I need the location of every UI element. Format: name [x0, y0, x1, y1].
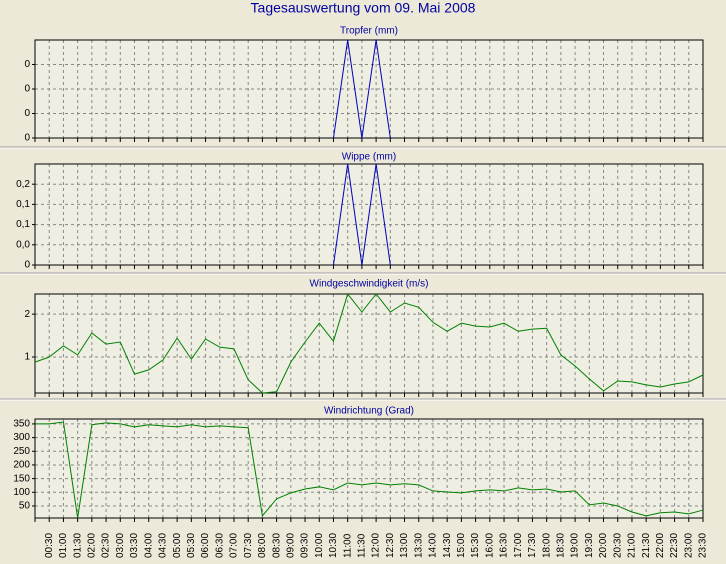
- x-tick-label: 03:00: [115, 533, 126, 558]
- x-tick-label: 06:00: [200, 533, 211, 558]
- plot-border: [34, 39, 704, 139]
- x-tick-label: 11:00: [342, 533, 353, 558]
- x-tick-label: 01:00: [58, 533, 69, 558]
- y-tick-label: 100: [13, 487, 30, 498]
- plot-area: [35, 419, 703, 518]
- y-tick-label: 150: [13, 473, 30, 484]
- x-tick-label: 02:30: [101, 533, 112, 558]
- y-tick-label: 0: [24, 260, 30, 271]
- x-tick-label: 14:00: [428, 533, 439, 558]
- chart-title: Tagesauswertung vom 09. Mai 2008: [251, 0, 476, 16]
- x-tick-label: 19:30: [584, 533, 595, 558]
- x-tick-label: 15:00: [456, 533, 467, 558]
- y-tick-label: 0,2: [16, 179, 30, 190]
- x-tick-label: 20:30: [612, 533, 623, 558]
- y-tick-label: 250: [13, 446, 30, 457]
- plot-border: [34, 163, 704, 266]
- y-tick-label: 0: [24, 108, 30, 119]
- x-tick-label: 23:00: [683, 533, 694, 558]
- x-tick-label: 10:00: [314, 533, 325, 558]
- plot-border: [34, 293, 704, 394]
- y-tick-label: 0: [24, 59, 30, 70]
- x-tick-label: 01:30: [72, 533, 83, 558]
- x-tick-label: 06:30: [214, 533, 225, 558]
- series-line: [34, 292, 704, 394]
- x-tick-label: 23:30: [698, 533, 709, 558]
- x-tick-label: 12:00: [371, 533, 382, 558]
- y-tick-label: 2: [24, 309, 30, 320]
- series-line: [332, 163, 391, 266]
- series-line: [332, 39, 391, 139]
- y-tick-label: 0,1: [16, 219, 30, 230]
- y-tick-label: 350: [13, 419, 30, 430]
- x-tick-label: 18:30: [556, 533, 567, 558]
- x-tick-label: 00:30: [44, 533, 55, 558]
- x-tick-label: 09:00: [285, 533, 296, 558]
- x-tick-label: 04:00: [143, 533, 154, 558]
- y-tick-label: 0,1: [16, 199, 30, 210]
- x-tick-label: 16:30: [499, 533, 510, 558]
- x-tick-label: 03:30: [129, 533, 140, 558]
- y-tick-label: 50: [19, 501, 31, 512]
- x-tick-label: 20:00: [598, 533, 609, 558]
- x-tick-label: 22:30: [669, 533, 680, 558]
- plot-area: [35, 294, 703, 393]
- x-tick-label: 13:00: [399, 533, 410, 558]
- panel-title: Wippe (mm): [342, 152, 396, 163]
- x-tick-label: 07:30: [243, 533, 254, 558]
- panel-title: Windgeschwindigkeit (m/s): [310, 279, 429, 290]
- x-tick-label: 22:00: [655, 533, 666, 558]
- y-tick-label: 0,0: [16, 239, 30, 250]
- x-tick-label: 10:30: [328, 533, 339, 558]
- x-tick-label: 08:30: [271, 533, 282, 558]
- x-tick-label: 08:00: [257, 533, 268, 558]
- series-line: [35, 421, 704, 519]
- x-tick-label: 11:30: [357, 533, 368, 558]
- x-tick-label: 21:00: [627, 533, 638, 558]
- y-tick-label: 0: [24, 84, 30, 95]
- x-tick-label: 15:30: [470, 533, 481, 558]
- y-tick-label: 1: [24, 352, 30, 363]
- x-tick-label: 17:30: [527, 533, 538, 558]
- y-tick-label: 0: [24, 133, 30, 144]
- x-tick-label: 16:00: [484, 533, 495, 558]
- x-tick-label: 05:00: [172, 533, 183, 558]
- y-tick-label: 300: [13, 432, 30, 443]
- x-tick-label: 18:00: [541, 533, 552, 558]
- x-tick-label: 21:30: [641, 533, 652, 558]
- x-tick-label: 14:30: [442, 533, 453, 558]
- x-tick-label: 09:30: [300, 533, 311, 558]
- x-tick-label: 04:30: [158, 533, 169, 558]
- panel-title: Tropfer (mm): [340, 26, 398, 37]
- x-tick-label: 19:00: [570, 533, 581, 558]
- x-tick-label: 02:00: [86, 533, 97, 558]
- x-tick-label: 12:30: [385, 533, 396, 558]
- plot-border: [34, 418, 704, 519]
- x-tick-label: 13:30: [413, 533, 424, 558]
- x-tick-label: 07:00: [229, 533, 240, 558]
- panel-title: Windrichtung (Grad): [324, 406, 414, 417]
- x-tick-label: 17:00: [513, 533, 524, 558]
- x-tick-label: 05:30: [186, 533, 197, 558]
- y-tick-label: 200: [13, 460, 30, 471]
